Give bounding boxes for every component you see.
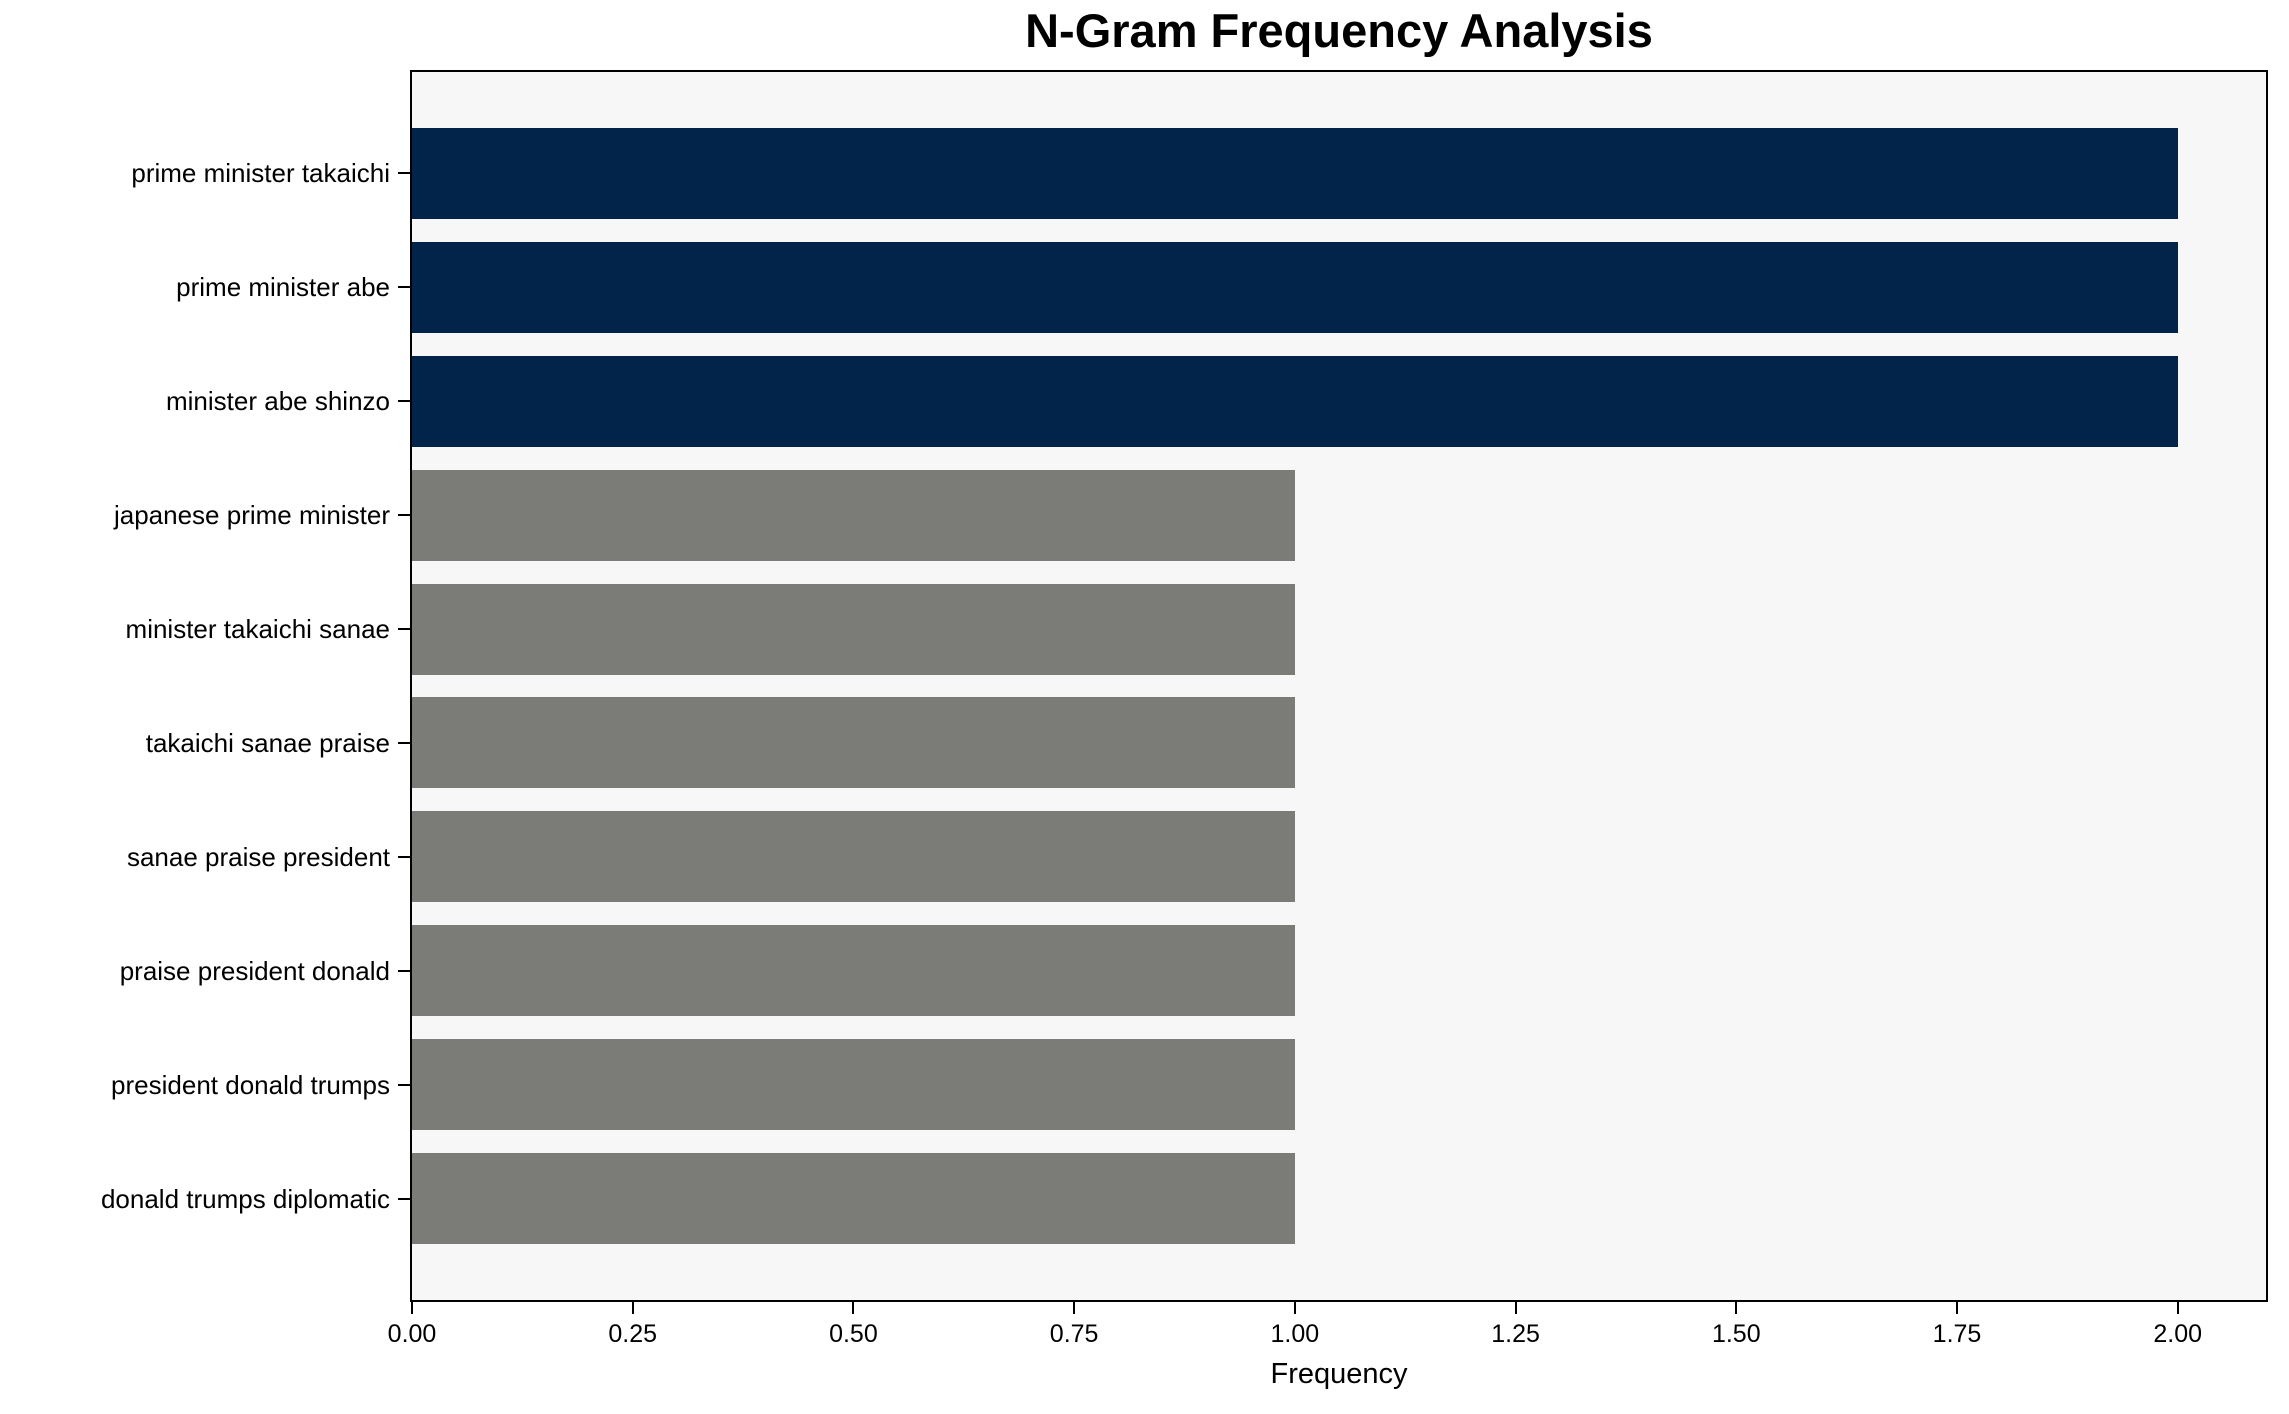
bar (412, 127, 2178, 219)
y-tick-mark (398, 855, 410, 858)
bar (412, 469, 1295, 561)
x-axis-label: Frequency (1270, 1358, 1408, 1390)
x-tick-label: 1.50 (1711, 1320, 1761, 1348)
y-tick-mark (398, 628, 410, 631)
bar (412, 355, 2178, 447)
y-tick-label: prime minister takaichi (131, 158, 390, 189)
y-tick-label: takaichi sanae praise (145, 727, 390, 758)
bar (412, 697, 1295, 789)
bar (412, 1153, 1295, 1245)
y-tick-mark (398, 1197, 410, 1200)
bar (412, 241, 2178, 333)
y-tick-label: prime minister abe (176, 272, 390, 303)
x-tick-label: 0.50 (829, 1320, 878, 1348)
x-tick-mark (852, 1302, 855, 1314)
chart-title: N-Gram Frequency Analysis (1025, 4, 1653, 57)
x-tick-label: 1.00 (1270, 1320, 1320, 1348)
x-tick-mark (411, 1302, 413, 1314)
y-tick-mark (398, 969, 410, 972)
bar (412, 925, 1295, 1017)
x-tick-mark (1293, 1302, 1296, 1314)
y-tick-label: president donald trumps (111, 1069, 390, 1100)
y-tick-mark (398, 514, 410, 517)
y-axis-labels: prime minister takaichi prime minister ab… (0, 70, 410, 1302)
x-axis-ticks: 0.00 0.25 0.50 0.75 1.00 1.25 1.50 1.75 2.00 (388, 1302, 2266, 1402)
y-tick-label: minister takaichi sanae (125, 614, 390, 645)
plot-area (410, 70, 2268, 1302)
x-tick-label: 2.00 (2153, 1320, 2203, 1348)
y-tick-label: japanese prime minister (113, 500, 390, 531)
y-tick-mark (398, 1083, 410, 1086)
x-tick-label: 0.00 (387, 1320, 437, 1348)
bar (412, 1039, 1295, 1131)
y-tick-label: praise president donald (119, 955, 390, 986)
x-tick-mark (1073, 1302, 1076, 1314)
x-tick-label: 0.25 (608, 1320, 658, 1348)
bar (412, 811, 1295, 903)
x-tick-label: 1.75 (1932, 1320, 1982, 1348)
x-tick-mark (631, 1302, 634, 1314)
y-tick-label: sanae praise president (126, 841, 390, 872)
y-tick-label: donald trumps diplomatic (100, 1183, 390, 1214)
x-tick-label: 1.25 (1491, 1320, 1540, 1348)
x-tick-mark (1514, 1302, 1517, 1314)
x-tick-label: 0.75 (1049, 1320, 1099, 1348)
x-tick-mark (2176, 1302, 2179, 1314)
x-tick-mark (1735, 1302, 1738, 1314)
x-tick-mark (1956, 1302, 1958, 1314)
bar (412, 583, 1295, 675)
y-tick-mark (398, 286, 410, 289)
y-tick-mark (398, 400, 410, 403)
y-tick-mark (398, 741, 410, 744)
y-tick-label: minister abe shinzo (166, 386, 390, 417)
y-tick-mark (398, 172, 410, 175)
